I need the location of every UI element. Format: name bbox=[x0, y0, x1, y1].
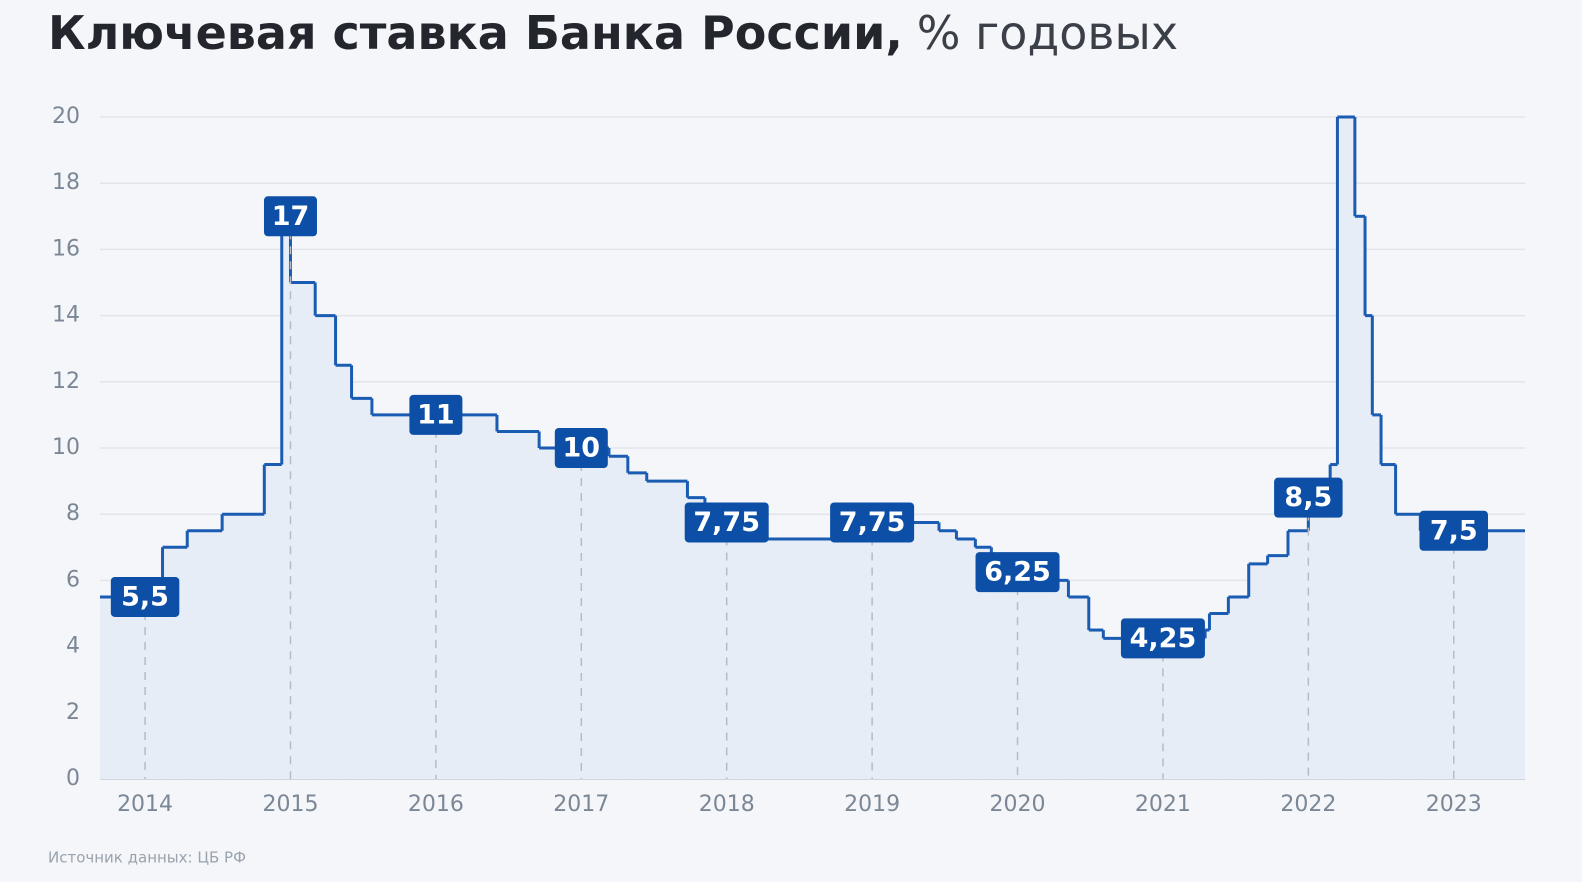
area-step bbox=[1354, 216, 1366, 780]
area-step bbox=[290, 282, 316, 779]
area-step bbox=[1205, 630, 1210, 779]
x-tick-label: 2023 bbox=[1426, 792, 1482, 817]
source: Источник данных: ЦБ РФ bbox=[48, 849, 246, 867]
y-tick-label: 6 bbox=[66, 567, 80, 592]
annotation-box bbox=[1419, 510, 1488, 551]
area-step bbox=[939, 530, 957, 779]
annotation-box bbox=[1120, 618, 1205, 659]
y-tick-label: 10 bbox=[52, 435, 80, 460]
area-step bbox=[1365, 315, 1373, 779]
y-tick-label: 8 bbox=[66, 501, 80, 526]
area-step bbox=[717, 522, 733, 779]
y-tick-label: 12 bbox=[52, 369, 80, 394]
annotation-label: 7,5 bbox=[1430, 515, 1478, 546]
annotation-box bbox=[684, 502, 769, 543]
area-step bbox=[539, 448, 609, 779]
area-step bbox=[1005, 572, 1049, 779]
area-step bbox=[222, 514, 265, 779]
area-step bbox=[1228, 596, 1249, 779]
y-tick-label: 14 bbox=[52, 303, 80, 328]
area-step bbox=[100, 596, 163, 779]
annotation-box bbox=[110, 576, 180, 617]
area-step bbox=[281, 216, 291, 780]
y-tick-label: 20 bbox=[52, 104, 80, 129]
area-step bbox=[704, 505, 718, 779]
area-step bbox=[646, 481, 688, 779]
chart-title: Ключевая ставка Банка России, bbox=[48, 6, 903, 60]
area-step bbox=[991, 563, 1006, 779]
annotation-label: 10 bbox=[563, 433, 601, 464]
annotation-label: 11 bbox=[417, 399, 455, 430]
area-step bbox=[1337, 117, 1355, 779]
area-step bbox=[850, 530, 889, 779]
annotation-label: 7,75 bbox=[693, 507, 760, 538]
area-step bbox=[496, 431, 540, 779]
annotation-label: 17 bbox=[272, 201, 310, 232]
x-tick-label: 2020 bbox=[990, 792, 1046, 817]
area-step bbox=[1048, 580, 1069, 779]
area-step bbox=[1395, 514, 1421, 779]
area-step bbox=[888, 522, 940, 779]
area-step bbox=[1420, 530, 1525, 779]
area-step bbox=[1287, 530, 1309, 779]
y-tick-label: 4 bbox=[66, 634, 80, 659]
annotation-box bbox=[975, 552, 1060, 593]
area-step bbox=[1068, 596, 1089, 779]
area-step bbox=[1103, 638, 1206, 779]
annotation-box bbox=[409, 394, 463, 435]
area-step bbox=[975, 547, 992, 779]
annotation-label: 8,5 bbox=[1284, 482, 1332, 513]
area-step bbox=[687, 497, 705, 779]
area-step bbox=[732, 530, 752, 779]
area-step bbox=[1248, 563, 1268, 779]
area-step bbox=[1372, 414, 1382, 779]
x-tick-label: 2022 bbox=[1280, 792, 1336, 817]
x-tick-label: 2016 bbox=[408, 792, 464, 817]
y-tick-label: 16 bbox=[52, 236, 80, 261]
area-step bbox=[315, 315, 336, 779]
x-tick-label: 2014 bbox=[117, 792, 173, 817]
x-tick-label: 2015 bbox=[262, 792, 318, 817]
y-tick-label: 2 bbox=[66, 700, 80, 725]
area-step bbox=[335, 365, 352, 779]
area-step bbox=[371, 414, 497, 779]
annotation-box bbox=[1274, 477, 1343, 518]
chart-subtitle: % годовых bbox=[917, 6, 1178, 60]
area-step bbox=[351, 398, 372, 779]
area-step bbox=[1330, 464, 1338, 779]
x-tick-label: 2018 bbox=[699, 792, 755, 817]
area-step bbox=[264, 464, 282, 779]
annotation-label: 7,75 bbox=[839, 507, 906, 538]
annotation-label: 6,25 bbox=[984, 557, 1051, 588]
annotation-box bbox=[554, 428, 608, 468]
area-step bbox=[627, 472, 647, 779]
area-step bbox=[1088, 630, 1104, 779]
area-step bbox=[1209, 613, 1229, 779]
chart-title-line: Ключевая ставка Банка России, % годовых bbox=[48, 6, 1178, 60]
area-step bbox=[1308, 497, 1331, 779]
area-step bbox=[1381, 464, 1396, 779]
area-step bbox=[187, 530, 223, 779]
y-tick-label: 0 bbox=[66, 766, 80, 791]
annotation-box bbox=[830, 502, 915, 543]
y-tick-label: 18 bbox=[52, 170, 80, 195]
annotation-box bbox=[263, 196, 317, 237]
area-step bbox=[956, 539, 976, 779]
x-tick-label: 2019 bbox=[844, 792, 900, 817]
annotation-label: 5,5 bbox=[121, 581, 169, 612]
area-step bbox=[751, 539, 851, 779]
annotation-label: 4,25 bbox=[1130, 623, 1197, 654]
area-step bbox=[608, 456, 628, 779]
x-tick-label: 2021 bbox=[1135, 792, 1191, 817]
area-step bbox=[1267, 555, 1288, 779]
x-tick-label: 2017 bbox=[553, 792, 609, 817]
